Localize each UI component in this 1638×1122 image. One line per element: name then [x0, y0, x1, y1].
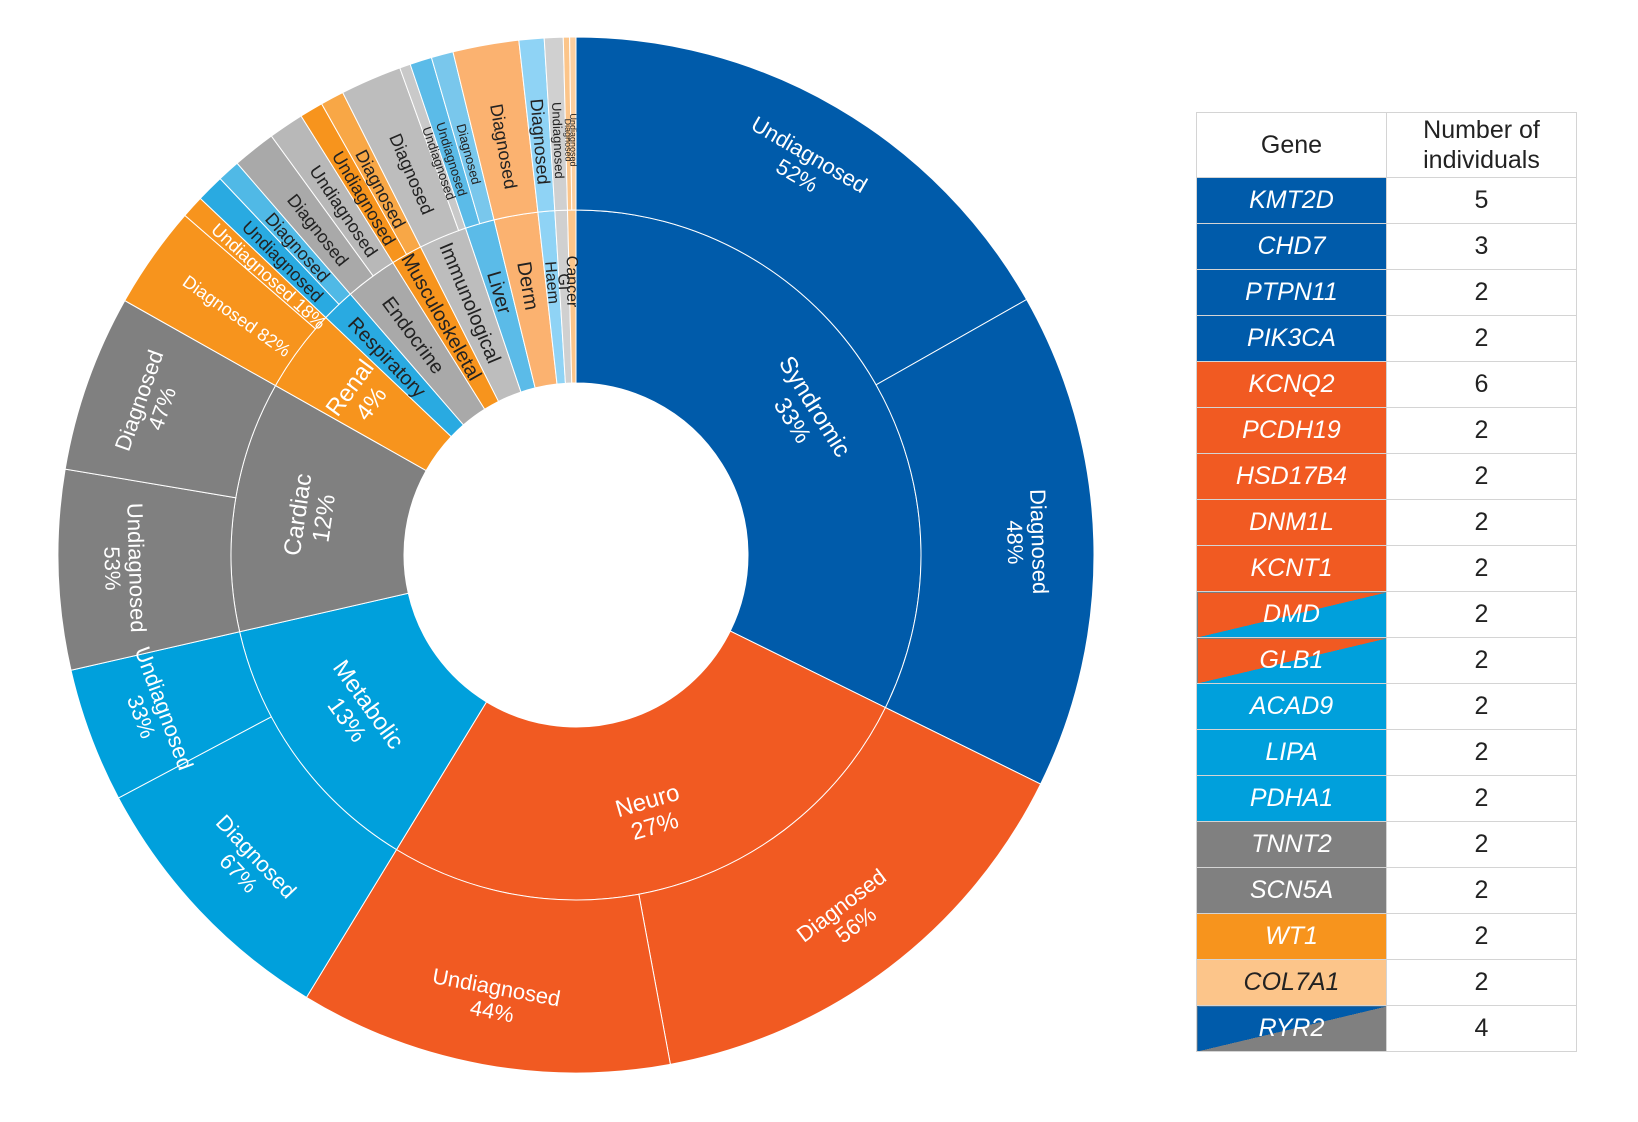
count-cell: 4: [1386, 1005, 1577, 1052]
outer-label-cardiac-undiagnosed: Undiagnosed53%: [98, 503, 151, 634]
count-cell: 2: [1386, 683, 1577, 730]
outer-label-cancer-diagnosed: Diagnosed: [563, 118, 574, 161]
gene-cell: KCNQ2: [1196, 361, 1387, 408]
count-cell: 2: [1386, 315, 1577, 362]
header-gene: Gene: [1196, 112, 1387, 178]
gene-cell: KMT2D: [1196, 177, 1387, 224]
count-cell: 2: [1386, 959, 1577, 1006]
gene-cell: PDHA1: [1196, 775, 1387, 822]
count-cell: 2: [1386, 269, 1577, 316]
gene-cell: LIPA: [1196, 729, 1387, 776]
count-cell: 2: [1386, 729, 1577, 776]
outer-wedge-neuro-diagnosed: [638, 706, 1042, 1065]
gene-cell: PTPN11: [1196, 269, 1387, 316]
count-cell: 5: [1386, 177, 1577, 224]
table-row: COL7A1 2: [1196, 959, 1577, 1006]
gene-cell: COL7A1: [1196, 959, 1387, 1006]
count-cell: 2: [1386, 821, 1577, 868]
gene-cell: SCN5A: [1196, 867, 1387, 914]
outer-label-syndromic-diagnosed: Diagnosed48%: [1001, 489, 1053, 596]
table-row: WT1 2: [1196, 913, 1577, 960]
sunburst-chart: Undiagnosed52%Diagnosed48%Syndromic33%Di…: [57, 36, 1095, 1074]
table-row: PTPN11 2: [1196, 269, 1577, 316]
table-row: RYR2 4: [1196, 1005, 1577, 1052]
count-cell: 2: [1386, 453, 1577, 500]
gene-rows: KMT2D 5 CHD7 3 PTPN11 2 PIK3CA 2 KCNQ2 6 PCDH19 2 HS…: [1196, 177, 1577, 1052]
table-row: PCDH19 2: [1196, 407, 1577, 454]
table-row: PIK3CA 2: [1196, 315, 1577, 362]
table-row: DMD 2: [1196, 591, 1577, 638]
outer-label-cancer-undiagnosed: Undiagnosed: [568, 113, 578, 166]
table-row: PDHA1 2: [1196, 775, 1577, 822]
inner-label-cancer: Cancer: [563, 256, 581, 308]
table-row: HSD17B4 2: [1196, 453, 1577, 500]
count-cell: 2: [1386, 775, 1577, 822]
table-row: KMT2D 5: [1196, 177, 1577, 224]
table-row: DNM1L 2: [1196, 499, 1577, 546]
outer-label-gi-undiagnosed: Undiagnosed: [549, 102, 567, 179]
count-cell: 2: [1386, 545, 1577, 592]
table-row: TNNT2 2: [1196, 821, 1577, 868]
table-row: ACAD9 2: [1196, 683, 1577, 730]
gene-cell: WT1: [1196, 913, 1387, 960]
gene-cell: DNM1L: [1196, 499, 1387, 546]
count-cell: 2: [1386, 913, 1577, 960]
count-cell: 2: [1386, 591, 1577, 638]
count-cell: 6: [1386, 361, 1577, 408]
table-header-row: Gene Number of individuals: [1196, 112, 1577, 178]
table-row: SCN5A 2: [1196, 867, 1577, 914]
gene-cell: CHD7: [1196, 223, 1387, 270]
gene-cell: PIK3CA: [1196, 315, 1387, 362]
outer-wedge-syndromic-undiagnosed: [575, 36, 1028, 386]
outer-wedge-syndromic-diagnosed: [875, 298, 1095, 785]
gene-cell: TNNT2: [1196, 821, 1387, 868]
count-cell: 3: [1386, 223, 1577, 270]
gene-cell: GLB1: [1196, 637, 1387, 684]
count-cell: 2: [1386, 407, 1577, 454]
gene-cell: ACAD9: [1196, 683, 1387, 730]
count-cell: 2: [1386, 499, 1577, 546]
gene-cell: DMD: [1196, 591, 1387, 638]
gene-cell: RYR2: [1196, 1005, 1387, 1052]
inner-label-gi: GI: [554, 273, 572, 291]
inner-ring: [230, 209, 922, 901]
gene-cell: KCNT1: [1196, 545, 1387, 592]
table-row: LIPA 2: [1196, 729, 1577, 776]
table-row: GLB1 2: [1196, 637, 1577, 684]
gene-cell: HSD17B4: [1196, 453, 1387, 500]
gene-cell: PCDH19: [1196, 407, 1387, 454]
inner-label-haem: Haem: [541, 261, 562, 305]
count-cell: 2: [1386, 637, 1577, 684]
table-row: KCNT1 2: [1196, 545, 1577, 592]
table-row: KCNQ2 6: [1196, 361, 1577, 408]
header-number: Number of individuals: [1386, 112, 1577, 178]
count-cell: 2: [1386, 867, 1577, 914]
outer-ring: [57, 36, 1095, 1074]
outer-wedge-cancer-undiagnosed: [569, 36, 577, 211]
gene-table: Gene Number of individuals KMT2D 5 CHD7 3 PT…: [1196, 112, 1577, 1052]
table-row: CHD7 3: [1196, 223, 1577, 270]
